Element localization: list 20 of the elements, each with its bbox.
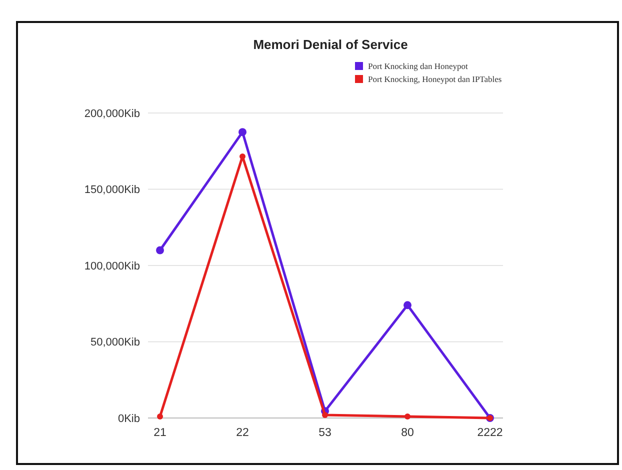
y-tick-label: 0Kib	[118, 412, 140, 425]
x-tick-label: 2222	[477, 427, 503, 439]
x-tick-label: 80	[401, 427, 414, 439]
x-tick-label: 53	[318, 427, 332, 439]
point	[238, 128, 246, 136]
point	[240, 153, 246, 160]
y-tick-label: 100,000Kib	[84, 260, 140, 272]
chart-title: Memori Denial of Service	[253, 37, 408, 52]
point	[156, 246, 164, 254]
point	[322, 412, 328, 418]
legend-label: Port Knocking, Honeypot dan IPTables	[368, 74, 502, 84]
y-tick-label: 150,000Kib	[84, 184, 140, 196]
x-tick-label: 21	[154, 427, 166, 439]
point	[404, 301, 412, 310]
x-tick-label: 22	[236, 427, 249, 439]
point	[404, 413, 410, 420]
legend-label: Port Knocking dan Honeypot	[368, 61, 468, 71]
y-tick-label: 200,000Kib	[84, 108, 140, 120]
point	[157, 413, 163, 420]
y-tick-label: 50,000Kib	[90, 336, 140, 349]
